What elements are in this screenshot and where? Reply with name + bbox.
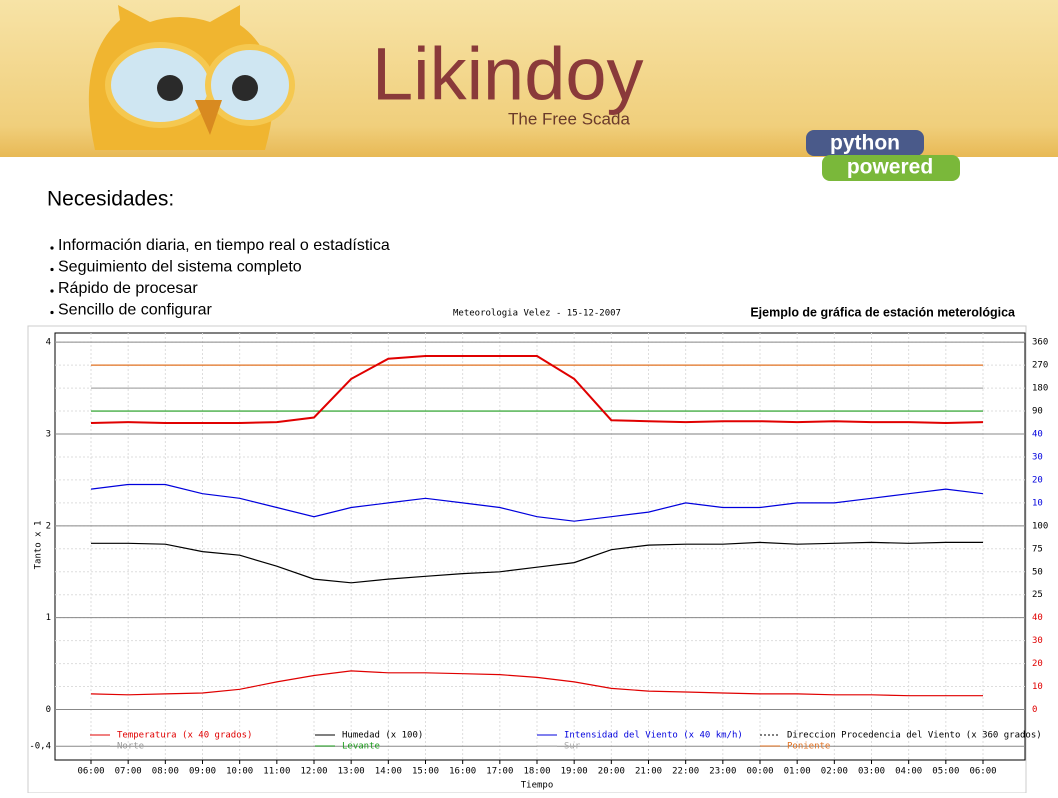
legend-label: Sur [564,742,581,752]
legend-label: Intensidad del Viento (x 40 km/h) [564,731,743,741]
x-tick-label: 00:00 [746,767,773,777]
series-line [90,483,984,522]
x-tick-label: 18:00 [523,767,550,777]
y-tick-label: 3 [46,430,51,440]
bullet: Sencillo de configurar [58,302,213,319]
caption: Ejemplo de gráfica de estación meterológ… [750,305,1016,319]
x-tick-label: 10:00 [226,767,253,777]
y-tick-label: 4 [46,338,51,348]
x-tick-label: 16:00 [449,767,476,777]
x-tick-label: 06:00 [77,767,104,777]
y2-tick-label: 40 [1032,613,1043,623]
y-tick-label: 1 [46,613,51,623]
badge-top: python [830,132,900,155]
heading: Necesidades: [47,188,174,211]
bullet: Información diaria, en tiempo real o est… [58,237,390,254]
x-tick-label: 14:00 [375,767,402,777]
y2-tick-label: 360 [1032,338,1048,348]
bullet: Seguimiento del sistema completo [58,259,302,276]
owl [88,5,295,150]
y2-tick-label: 50 [1032,567,1043,577]
series-line [91,541,983,584]
y2-tick-label: 0 [1032,705,1037,715]
y2-tick-label: 30 [1032,636,1043,646]
legend-label: Humedad (x 100) [342,731,423,741]
y2-tick-label: 25 [1032,590,1043,600]
x-tick-label: 20:00 [598,767,625,777]
y2-tick-label: 20 [1032,659,1043,669]
y2-tick-label: 100 [1032,521,1048,531]
bullet-dot [50,246,54,250]
bullet-dot [50,267,54,272]
y2-tick-label: 75 [1032,544,1043,554]
x-tick-label: 01:00 [784,767,811,777]
plot-area [54,332,1026,761]
x-tick-label: 09:00 [189,767,216,777]
legend-label: Temperatura (x 40 grados) [117,731,252,741]
legend-label: Poniente [787,742,830,752]
x-tick-label: 23:00 [709,767,736,777]
x-tick-label: 08:00 [152,767,179,777]
y-tick-label: -0,4 [29,742,51,752]
y2-tick-label: 270 [1032,361,1048,371]
x-tick-label: 04:00 [895,767,922,777]
x-tick-label: 15:00 [412,767,439,777]
series-line [90,355,984,425]
x-tick-label: 02:00 [821,767,848,777]
x-tick-label: 03:00 [858,767,885,777]
x-tick-label: 13:00 [338,767,365,777]
x-tick-label: 11:00 [263,767,290,777]
y2-tick-label: 10 [1032,682,1043,692]
x-tick-label: 22:00 [672,767,699,777]
y-tick-label: 2 [46,521,51,531]
legend-label: Levante [342,742,380,752]
x-tick-label: 21:00 [635,767,662,777]
x-tick-label: 12:00 [300,767,327,777]
legend-label: Direccion Procedencia del Viento (x 360 … [787,731,1042,741]
y2-tick-label: 30 [1032,452,1043,462]
bullet-dot [50,289,54,293]
bullet: Rápido de procesar [58,280,198,297]
y-tick-label: 0 [46,705,51,715]
x-tick-label: 17:00 [486,767,513,777]
y2-tick-label: 90 [1032,407,1043,417]
badge-bottom: powered [847,156,933,179]
python-badge [806,130,960,181]
y2-tick-label: 10 [1032,498,1043,508]
chart-title: Meteorologia Velez - 15-12-2007 [453,309,621,319]
y2-tick-label: 180 [1032,384,1048,394]
x-axis-label: Tiempo [521,781,554,791]
bullet-dot [50,310,54,315]
tagline: The Free Scada [508,109,630,128]
y-axis-label: Tanto x 1 [34,521,44,570]
x-tick-label: 19:00 [561,767,588,777]
brand: Likindoy [372,33,644,116]
x-tick-label: 07:00 [115,767,142,777]
x-tick-label: 06:00 [969,767,996,777]
y2-tick-label: 20 [1032,475,1043,485]
series-line [90,670,983,697]
legend-label: Norte [117,742,144,752]
y2-tick-label: 40 [1032,430,1043,440]
x-tick-label: 05:00 [932,767,959,777]
